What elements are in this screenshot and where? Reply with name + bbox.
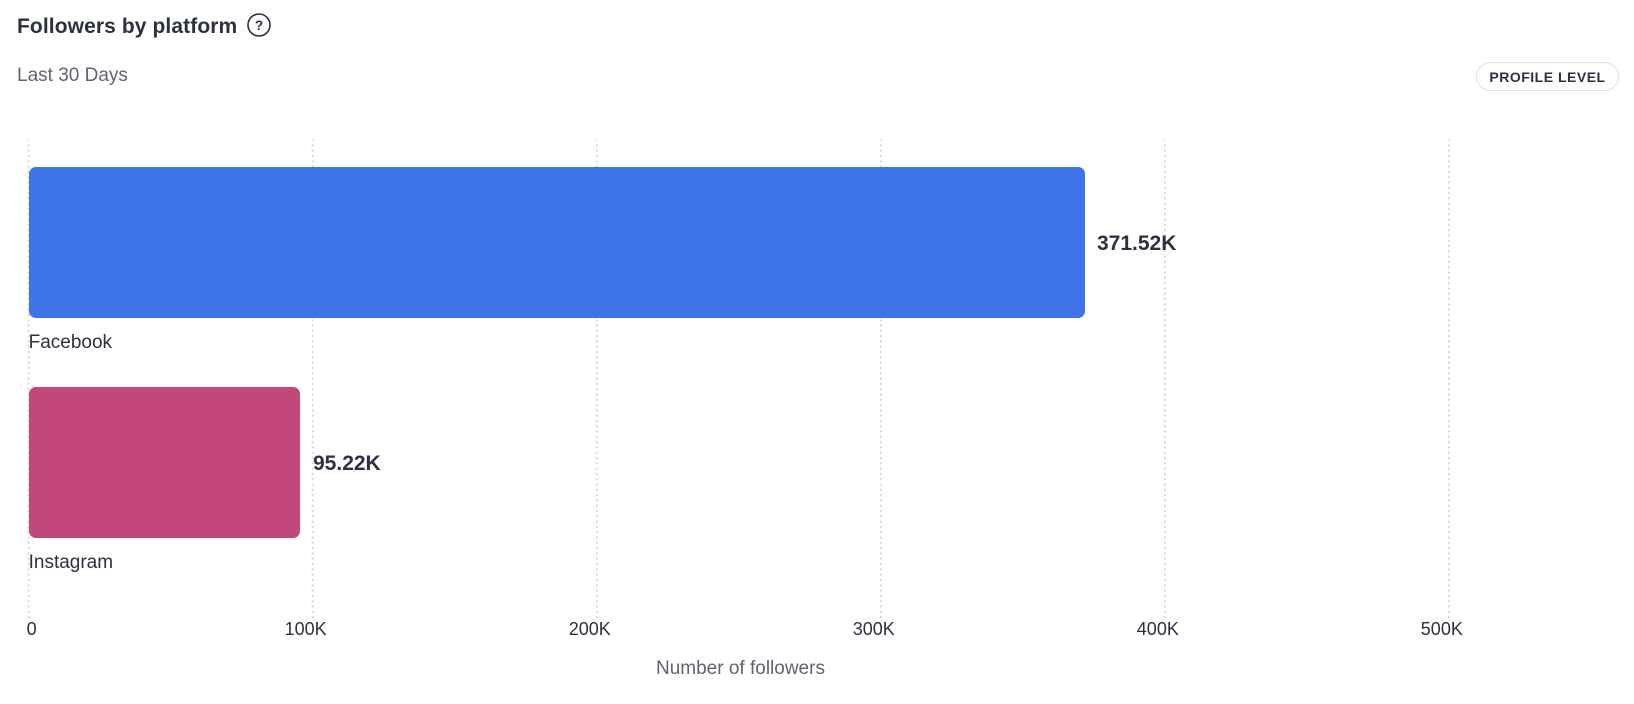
svg-text:?: ? bbox=[255, 18, 263, 33]
